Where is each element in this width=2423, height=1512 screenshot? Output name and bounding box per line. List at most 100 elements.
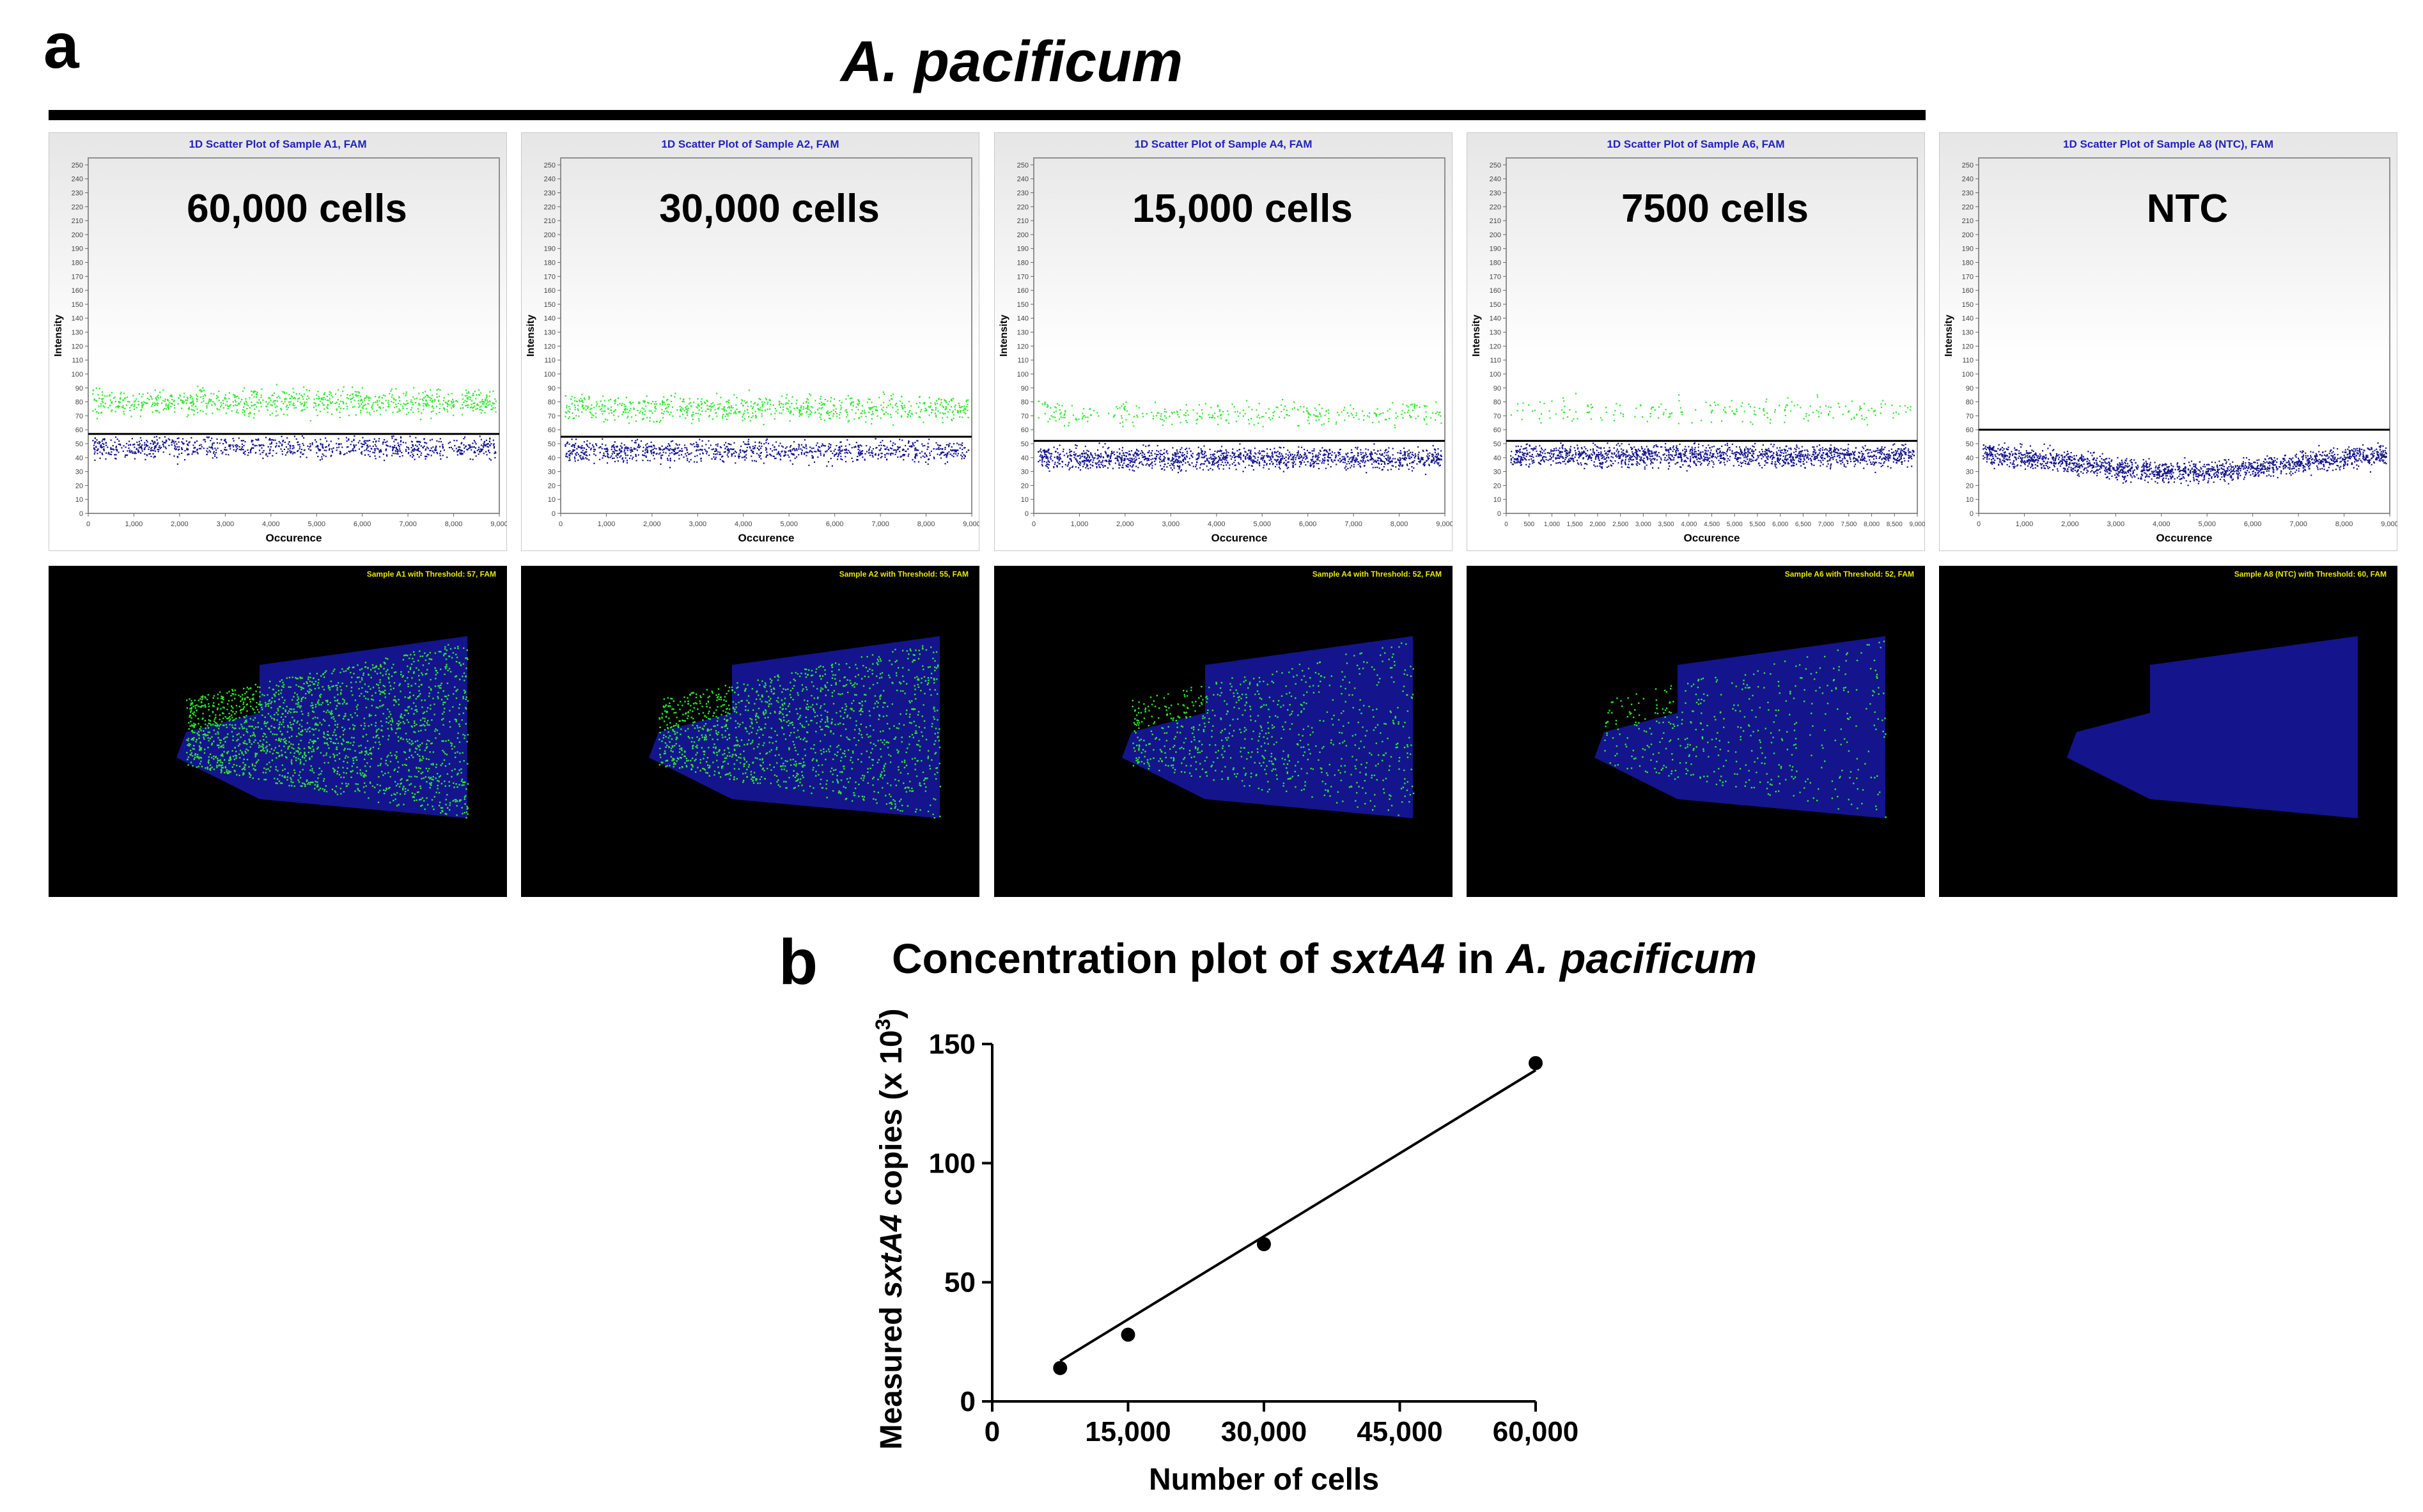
y-tick-label: 180 [72,260,83,267]
y-tick-label: 210 [544,217,556,225]
header-rule [49,110,1926,120]
scatter-plot-5: 1D Scatter Plot of Sample A8 (NTC), FAM I… [1939,132,2397,551]
y-tick-label: 60 [1021,426,1029,434]
heatmap-panel-3: Sample A4 with Threshold: 52, FAM [994,566,1453,897]
y-tick-label: 160 [1017,287,1029,295]
x-tick-label: 8,000 [1864,521,1880,528]
y-tick-label: 70 [1021,412,1029,420]
y-tick-label: 40 [548,455,556,462]
x-tick-label: 4,000 [262,520,280,528]
scatter-plot-2: 1D Scatter Plot of Sample A2, FAM Intensi… [521,132,979,551]
y-tick-label: 190 [1962,246,1974,253]
x-tick-label: 7,000 [1818,521,1834,528]
y-tick-label: 120 [1017,343,1029,350]
x-tick-label: 0 [985,1416,1000,1447]
y-tick-label: 100 [1017,371,1029,378]
scatter-plot-title: 1D Scatter Plot of Sample A2, FAM [661,138,839,150]
y-tick-label: 100 [929,1148,976,1179]
x-tick-label: 0 [86,520,90,528]
y-tick-label: 190 [1017,246,1029,253]
y-tick-label: 210 [1017,217,1029,225]
x-tick-label: 45,000 [1357,1416,1443,1447]
y-tick-label: 10 [1021,496,1029,504]
y-tick-label: 210 [72,217,83,225]
y-tick-label: 40 [75,455,83,462]
y-tick-label: 180 [1962,260,1974,267]
plot-frame [1033,157,1445,514]
x-axis-label: Occurence [2156,532,2213,544]
y-tick-label: 220 [1017,203,1029,211]
x-axis-label: Occurence [1684,532,1740,544]
positive-droplets [186,644,469,819]
y-tick-label: 100 [1490,371,1501,378]
title-species: A. pacificum [1506,935,1757,982]
plot-background [49,132,507,551]
y-tick-label: 80 [548,399,556,407]
y-tick-label: 90 [548,385,556,393]
x-tick-label: 5,000 [2198,520,2216,528]
x-tick-label: 0 [1977,520,1981,528]
y-tick-label: 110 [544,357,556,364]
y-tick-label: 80 [1966,399,1974,407]
x-tick-label: 9,000 [2381,520,2397,528]
y-tick-label: 240 [1490,176,1501,183]
y-tick-label: 50 [1493,440,1501,448]
x-tick-label: 5,500 [1749,521,1765,528]
y-tick-label: 250 [544,162,556,169]
y-tick-label: 160 [1962,287,1974,295]
y-tick-label: 30 [548,469,556,476]
y-tick-label: 60 [548,426,556,434]
y-tick-label: 70 [75,412,83,420]
y-title-exponent: 3 [871,1018,894,1030]
x-tick-label: 7,500 [1841,521,1857,528]
scatter-plot-title: 1D Scatter Plot of Sample A4, FAM [1134,138,1312,150]
plot-background [521,132,979,551]
y-tick-label: 60 [1966,426,1974,434]
x-tick-label: 7,000 [2289,520,2307,528]
y-tick-label: 130 [544,329,556,337]
y-tick-label: 140 [544,315,556,323]
droplet-heatmap-1: Sample A1 with Threshold: 57, FAM [176,570,496,819]
x-tick-label: 7,000 [1344,520,1362,528]
y-tick-label: 140 [1962,315,1974,323]
y-tick-label: 130 [1490,329,1501,337]
scatter-plot-title: 1D Scatter Plot of Sample A8 (NTC), FAM [2063,138,2273,150]
x-tick-label: 1,000 [1071,520,1089,528]
x-tick-label: 4,000 [1208,520,1226,528]
y-tick-label: 90 [1493,385,1501,393]
y-tick-label: 70 [548,412,556,420]
x-tick-label: 1,000 [598,520,616,528]
y-tick-label: 80 [75,399,83,407]
heatmap-panel-4: Sample A6 with Threshold: 52, FAM [1467,566,1925,897]
data-point [1257,1237,1271,1252]
y-tick-label: 70 [1493,412,1501,420]
y-tick-label: 130 [1962,329,1974,337]
x-tick-label: 4,000 [2153,520,2170,528]
y-tick-label: 0 [79,510,83,518]
droplet-well [176,636,467,818]
y-tick-label: 90 [1966,385,1974,393]
y-tick-label: 240 [1962,176,1974,183]
y-tick-label: 240 [72,176,83,183]
y-tick-label: 150 [1490,301,1501,309]
y-tick-label: 210 [1490,217,1501,225]
scatter-plot-title: 1D Scatter Plot of Sample A6, FAM [1607,138,1784,150]
y-tick-label: 150 [72,301,83,309]
y-tick-label: 110 [1017,357,1029,364]
scatter-panel-4: 1D Scatter Plot of Sample A6, FAM Intensi… [1467,132,1925,551]
y-tick-label: 100 [1962,371,1974,378]
positive-droplets [658,645,942,819]
x-tick-label: 8,000 [445,520,463,528]
positive-droplets [1132,642,1415,816]
scatter-panel-3: 1D Scatter Plot of Sample A4, FAM Intensi… [994,132,1453,551]
x-tick-label: 5,000 [1253,520,1271,528]
cell-count-label: 7500 cells [1621,187,1809,231]
y-title-gene: sxtA4 [875,1214,908,1298]
x-axis-label: Occurence [1212,532,1268,544]
cell-count-label: 30,000 cells [659,187,880,231]
x-tick-label: 8,000 [1391,520,1408,528]
x-tick-label: 0 [559,520,563,528]
y-tick-label: 120 [72,343,83,350]
y-tick-label: 250 [1017,162,1029,169]
y-tick-label: 120 [1490,343,1501,350]
